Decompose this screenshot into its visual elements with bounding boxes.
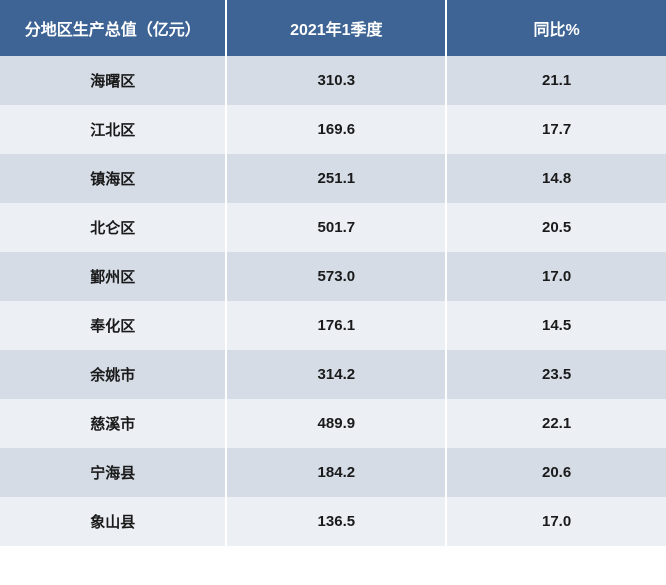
cell-value: 573.0 [226, 252, 446, 301]
cell-yoy: 17.7 [446, 105, 666, 154]
cell-region: 江北区 [0, 105, 226, 154]
table-row: 海曙区 310.3 21.1 [0, 56, 666, 105]
table-body: 海曙区 310.3 21.1 江北区 169.6 17.7 镇海区 251.1 … [0, 56, 666, 546]
cell-yoy: 17.0 [446, 497, 666, 546]
cell-region: 奉化区 [0, 301, 226, 350]
cell-region: 象山县 [0, 497, 226, 546]
cell-region: 宁海县 [0, 448, 226, 497]
header-value: 2021年1季度 [226, 0, 446, 56]
table-row: 象山县 136.5 17.0 [0, 497, 666, 546]
table-header-row: 分地区生产总值（亿元） 2021年1季度 同比% [0, 0, 666, 56]
cell-yoy: 23.5 [446, 350, 666, 399]
table-row: 镇海区 251.1 14.8 [0, 154, 666, 203]
cell-yoy: 21.1 [446, 56, 666, 105]
gdp-table: 分地区生产总值（亿元） 2021年1季度 同比% 海曙区 310.3 21.1 … [0, 0, 666, 546]
table-row: 鄞州区 573.0 17.0 [0, 252, 666, 301]
table-row: 余姚市 314.2 23.5 [0, 350, 666, 399]
cell-value: 314.2 [226, 350, 446, 399]
cell-value: 136.5 [226, 497, 446, 546]
table-row: 北仑区 501.7 20.5 [0, 203, 666, 252]
cell-yoy: 22.1 [446, 399, 666, 448]
cell-region: 海曙区 [0, 56, 226, 105]
cell-yoy: 14.5 [446, 301, 666, 350]
table-row: 宁海县 184.2 20.6 [0, 448, 666, 497]
header-yoy: 同比% [446, 0, 666, 56]
cell-value: 501.7 [226, 203, 446, 252]
cell-region: 鄞州区 [0, 252, 226, 301]
cell-value: 310.3 [226, 56, 446, 105]
cell-region: 余姚市 [0, 350, 226, 399]
cell-yoy: 20.6 [446, 448, 666, 497]
cell-region: 慈溪市 [0, 399, 226, 448]
cell-value: 489.9 [226, 399, 446, 448]
table-row: 奉化区 176.1 14.5 [0, 301, 666, 350]
table-row: 慈溪市 489.9 22.1 [0, 399, 666, 448]
cell-yoy: 17.0 [446, 252, 666, 301]
cell-yoy: 14.8 [446, 154, 666, 203]
cell-region: 镇海区 [0, 154, 226, 203]
cell-value: 184.2 [226, 448, 446, 497]
cell-region: 北仑区 [0, 203, 226, 252]
cell-value: 176.1 [226, 301, 446, 350]
header-region: 分地区生产总值（亿元） [0, 0, 226, 56]
cell-yoy: 20.5 [446, 203, 666, 252]
cell-value: 169.6 [226, 105, 446, 154]
table-row: 江北区 169.6 17.7 [0, 105, 666, 154]
cell-value: 251.1 [226, 154, 446, 203]
